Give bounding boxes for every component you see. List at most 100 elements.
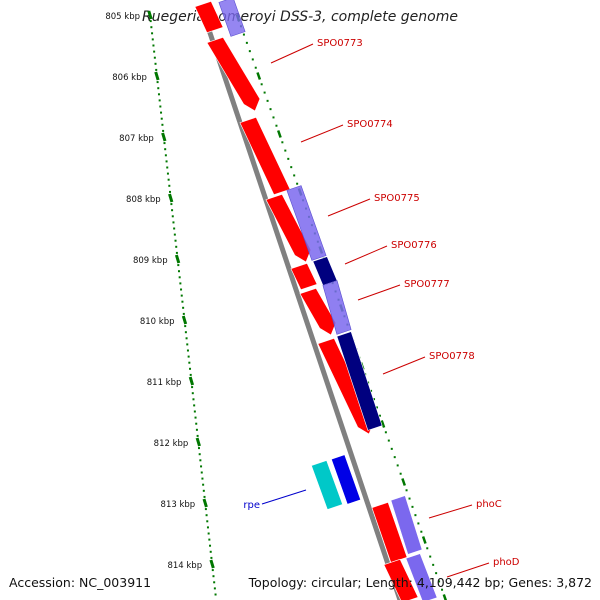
minor-tick (174, 239, 177, 242)
outer-minor-tick (269, 108, 272, 111)
outer-minor-tick (399, 472, 402, 475)
outer-minor-tick (245, 41, 248, 44)
minor-tick (166, 166, 169, 169)
minor-tick (206, 526, 209, 529)
cds-phod (383, 558, 419, 600)
minor-tick (213, 581, 216, 584)
minor-tick (153, 50, 156, 53)
minor-tick (189, 367, 192, 370)
minor-tick (154, 62, 157, 65)
major-tick (174, 254, 181, 264)
minor-tick (195, 428, 198, 431)
minor-tick (193, 404, 196, 407)
minor-tick (170, 203, 173, 206)
cds-top (194, 0, 224, 34)
outer-minor-tick (420, 530, 423, 533)
minor-tick (191, 386, 194, 389)
outer-minor-tick (260, 83, 263, 86)
minor-tick (200, 465, 203, 468)
minor-tick (160, 111, 163, 114)
feature-rpe-blue (330, 454, 362, 505)
outer-major-tick (256, 72, 262, 80)
gene-leader-line (300, 124, 344, 143)
ruler-tick-label: 812 kbp (154, 439, 189, 449)
minor-tick (200, 471, 203, 474)
minor-tick (173, 227, 176, 230)
gene-label: SPO0773 (317, 38, 363, 49)
minor-tick (177, 264, 180, 267)
outer-minor-tick (390, 447, 393, 450)
minor-tick (192, 398, 195, 401)
ruler-tick-label: 811 kbp (147, 378, 182, 388)
outer-minor-tick (426, 547, 429, 550)
outer-minor-tick (287, 157, 290, 160)
minor-tick (196, 434, 199, 437)
gene-label: SPO0777 (404, 279, 450, 290)
outer-minor-tick (411, 505, 414, 508)
minor-tick (161, 123, 164, 126)
outer-minor-tick (251, 58, 254, 61)
outer-major-tick (277, 130, 282, 138)
major-tick (202, 498, 208, 508)
minor-tick (205, 514, 208, 517)
outer-minor-tick (373, 398, 376, 401)
gene-label: SPO0778 (429, 351, 475, 362)
outer-minor-tick (263, 91, 266, 94)
feature-phoc-violet (390, 495, 423, 555)
feature-spo0778-dark (336, 331, 383, 431)
outer-minor-tick (290, 166, 293, 169)
outer-minor-tick (435, 572, 438, 575)
minor-tick (177, 270, 180, 273)
minor-tick (149, 20, 152, 23)
feature-phod-violet (405, 553, 438, 600)
minor-tick (153, 56, 156, 59)
minor-tick (165, 160, 168, 163)
gene-leader-line (270, 43, 314, 64)
outer-minor-tick (387, 439, 390, 442)
outer-minor-tick (275, 124, 278, 127)
cds-spo0775 (265, 193, 312, 263)
gene-label: phoC (476, 499, 502, 510)
minor-tick-track (147, 10, 217, 596)
minor-tick (180, 288, 183, 291)
minor-tick (173, 233, 176, 236)
minor-tick (210, 556, 213, 559)
ruler-tick-label: 807 kbp (119, 134, 154, 144)
minor-tick (202, 489, 205, 492)
outer-minor-tick (242, 33, 245, 36)
gene-leader-line (344, 245, 388, 265)
ruler-tick-label: 806 kbp (112, 73, 147, 83)
minor-tick (185, 337, 188, 340)
outer-minor-tick (296, 182, 299, 185)
minor-tick (201, 477, 204, 480)
gene-leader-line (382, 356, 426, 375)
minor-tick (160, 117, 163, 120)
minor-tick (179, 282, 182, 285)
outer-minor-tick (438, 580, 441, 583)
backbone-line (202, 17, 403, 600)
minor-tick (213, 587, 216, 590)
minor-tick (206, 520, 209, 523)
ruler-tick-label: 814 kbp (167, 561, 202, 571)
feature-top-light (218, 0, 246, 37)
minor-tick (175, 251, 178, 254)
ruler-tick-label: 805 kbp (105, 12, 140, 22)
major-tick (195, 437, 201, 447)
minor-tick (178, 276, 181, 279)
minor-tick (189, 373, 192, 376)
major-tick (147, 10, 153, 20)
minor-tick (186, 349, 189, 352)
gene-leader-line (357, 284, 401, 301)
minor-tick (187, 355, 190, 358)
ruler-tick-label: 809 kbp (133, 256, 168, 266)
minor-tick (199, 459, 202, 462)
ruler-tick-label: 810 kbp (140, 317, 175, 327)
minor-tick (207, 532, 210, 535)
feature-spo0777-light (322, 280, 352, 335)
gene-label: SPO0776 (391, 240, 437, 251)
outer-major-tick (380, 420, 386, 428)
gene-label: SPO0774 (347, 119, 393, 130)
outer-minor-tick (417, 522, 420, 525)
gene-label: phoD (493, 557, 520, 568)
minor-tick (203, 495, 206, 498)
